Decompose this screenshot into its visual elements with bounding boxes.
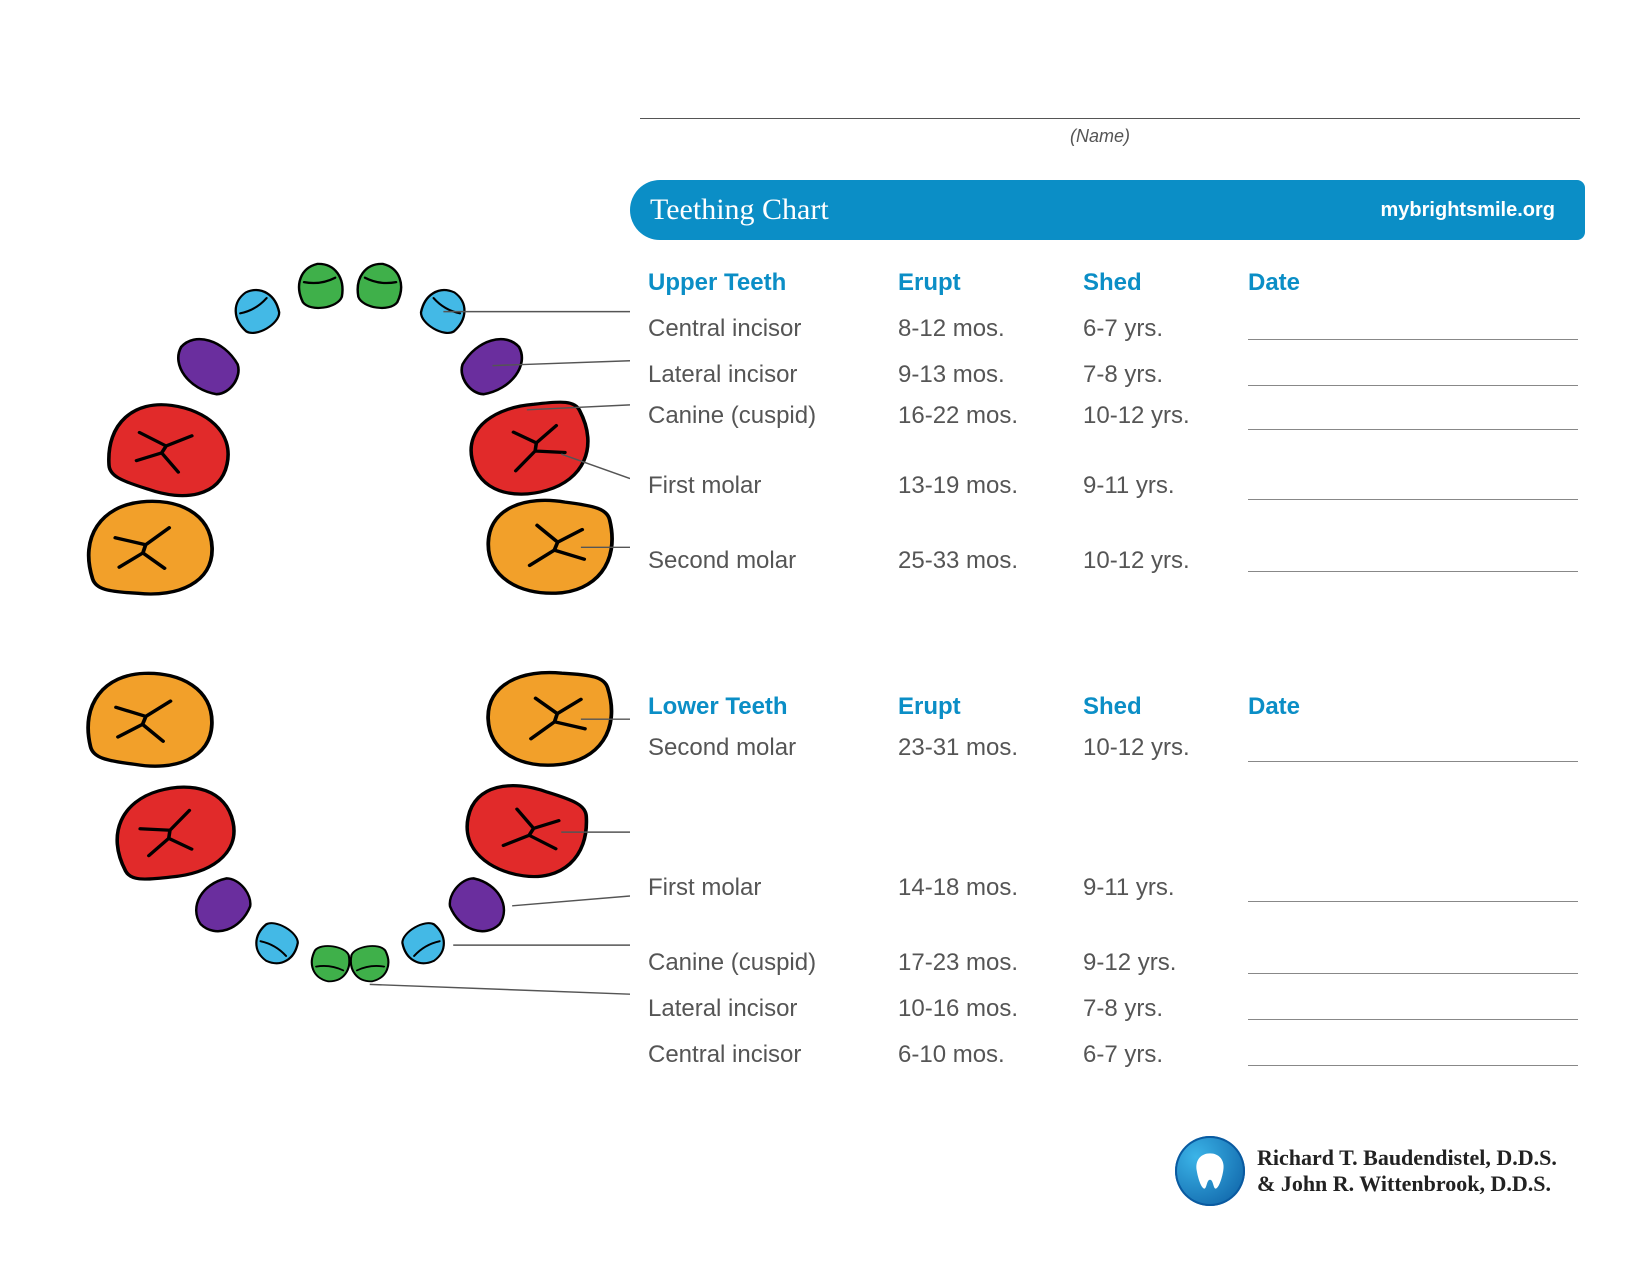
table-row: Second molar 23-31 mos. 10-12 yrs.: [648, 730, 1588, 870]
table-row: First molar 14-18 mos. 9-11 yrs.: [648, 870, 1588, 940]
tooth-name: Lateral incisor: [648, 361, 898, 389]
tooth-name: Second molar: [648, 547, 898, 575]
title-banner: Teething Chart mybrightsmile.org: [630, 180, 1585, 240]
footer: Richard T. Baudendistel, D.D.S. & John R…: [1175, 1136, 1557, 1206]
date-field[interactable]: [1248, 734, 1588, 769]
table-row: Central incisor 8-12 mos. 6-7 yrs.: [648, 306, 1588, 352]
tooth-name: First molar: [648, 472, 898, 500]
tooth-canine: [185, 870, 259, 942]
hdr-date: Date: [1248, 693, 1588, 721]
date-field[interactable]: [1248, 874, 1588, 909]
tooth-name: Second molar: [648, 734, 898, 762]
tooth-molar1: [103, 394, 237, 505]
shed-value: 9-11 yrs.: [1083, 472, 1248, 500]
table-row: Central incisor 6-10 mos. 6-7 yrs.: [648, 1032, 1588, 1078]
upper-title: Upper Teeth: [648, 269, 898, 297]
tooth-central: [309, 944, 351, 984]
date-field[interactable]: [1248, 358, 1588, 393]
tooth-logo-icon: [1175, 1136, 1245, 1206]
table-row: Canine (cuspid) 17-23 mos. 9-12 yrs.: [648, 940, 1588, 986]
tooth-molar2: [87, 671, 214, 768]
shed-value: 10-12 yrs.: [1083, 547, 1248, 575]
tooth-name: First molar: [648, 874, 898, 902]
footer-line2: & John R. Wittenbrook, D.D.S.: [1257, 1171, 1557, 1197]
table-row: Canine (cuspid) 16-22 mos. 10-12 yrs.: [648, 398, 1588, 468]
hdr-shed: Shed: [1083, 269, 1248, 297]
shed-value: 7-8 yrs.: [1083, 995, 1248, 1023]
shed-value: 10-12 yrs.: [1083, 402, 1248, 430]
leader-line: [370, 984, 630, 994]
tooth-lateral: [228, 282, 285, 339]
erupt-value: 9-13 mos.: [898, 361, 1083, 389]
hdr-erupt: Erupt: [898, 693, 1083, 721]
hdr-erupt: Erupt: [898, 269, 1083, 297]
lower-title: Lower Teeth: [648, 693, 898, 721]
erupt-value: 13-19 mos.: [898, 472, 1083, 500]
tooth-canine: [441, 870, 515, 942]
table-row: First molar 13-19 mos. 9-11 yrs.: [648, 468, 1588, 538]
date-field[interactable]: [1248, 402, 1588, 437]
date-field[interactable]: [1248, 946, 1588, 981]
tooth-molar1: [108, 777, 242, 888]
name-field-label: (Name): [1070, 126, 1130, 147]
hdr-date: Date: [1248, 269, 1588, 297]
tooth-lateral: [249, 917, 303, 970]
name-field-line[interactable]: [640, 118, 1580, 119]
date-field[interactable]: [1248, 544, 1588, 579]
shed-value: 9-12 yrs.: [1083, 949, 1248, 977]
tooth-central: [296, 261, 345, 311]
erupt-value: 6-10 mos.: [898, 1041, 1083, 1069]
tooth-canine: [168, 328, 248, 403]
erupt-value: 14-18 mos.: [898, 874, 1083, 902]
erupt-value: 25-33 mos.: [898, 547, 1083, 575]
tooth-lateral: [397, 917, 451, 970]
erupt-value: 8-12 mos.: [898, 315, 1083, 343]
teeth-diagram: [80, 250, 630, 1100]
date-field[interactable]: [1248, 992, 1588, 1027]
footer-line1: Richard T. Baudendistel, D.D.S.: [1257, 1145, 1557, 1171]
tooth-name: Canine (cuspid): [648, 949, 898, 977]
date-field[interactable]: [1248, 472, 1588, 507]
shed-value: 7-8 yrs.: [1083, 361, 1248, 389]
date-field[interactable]: [1248, 312, 1588, 347]
erupt-value: 17-23 mos.: [898, 949, 1083, 977]
tooth-name: Central incisor: [648, 315, 898, 343]
shed-value: 6-7 yrs.: [1083, 315, 1248, 343]
table-row: Lateral incisor 10-16 mos. 7-8 yrs.: [648, 986, 1588, 1032]
shed-value: 6-7 yrs.: [1083, 1041, 1248, 1069]
leader-line: [512, 896, 630, 906]
erupt-value: 10-16 mos.: [898, 995, 1083, 1023]
tooth-central: [355, 261, 404, 311]
footer-text: Richard T. Baudendistel, D.D.S. & John R…: [1257, 1145, 1557, 1198]
banner-url: mybrightsmile.org: [1381, 199, 1555, 222]
data-table: Upper Teeth Erupt Shed Date Central inci…: [648, 260, 1588, 1078]
table-row: Lateral incisor 9-13 mos. 7-8 yrs.: [648, 352, 1588, 398]
tooth-lateral: [416, 282, 473, 339]
shed-value: 9-11 yrs.: [1083, 874, 1248, 902]
table-row: Second molar 25-33 mos. 10-12 yrs.: [648, 538, 1588, 584]
tooth-name: Central incisor: [648, 1041, 898, 1069]
hdr-shed: Shed: [1083, 693, 1248, 721]
erupt-value: 16-22 mos.: [898, 402, 1083, 430]
tooth-name: Canine (cuspid): [648, 402, 898, 430]
erupt-value: 23-31 mos.: [898, 734, 1083, 762]
tooth-central: [349, 944, 391, 984]
tooth-molar2: [87, 499, 214, 596]
date-field[interactable]: [1248, 1038, 1588, 1073]
shed-value: 10-12 yrs.: [1083, 734, 1248, 762]
tooth-name: Lateral incisor: [648, 995, 898, 1023]
banner-title: Teething Chart: [650, 193, 829, 227]
